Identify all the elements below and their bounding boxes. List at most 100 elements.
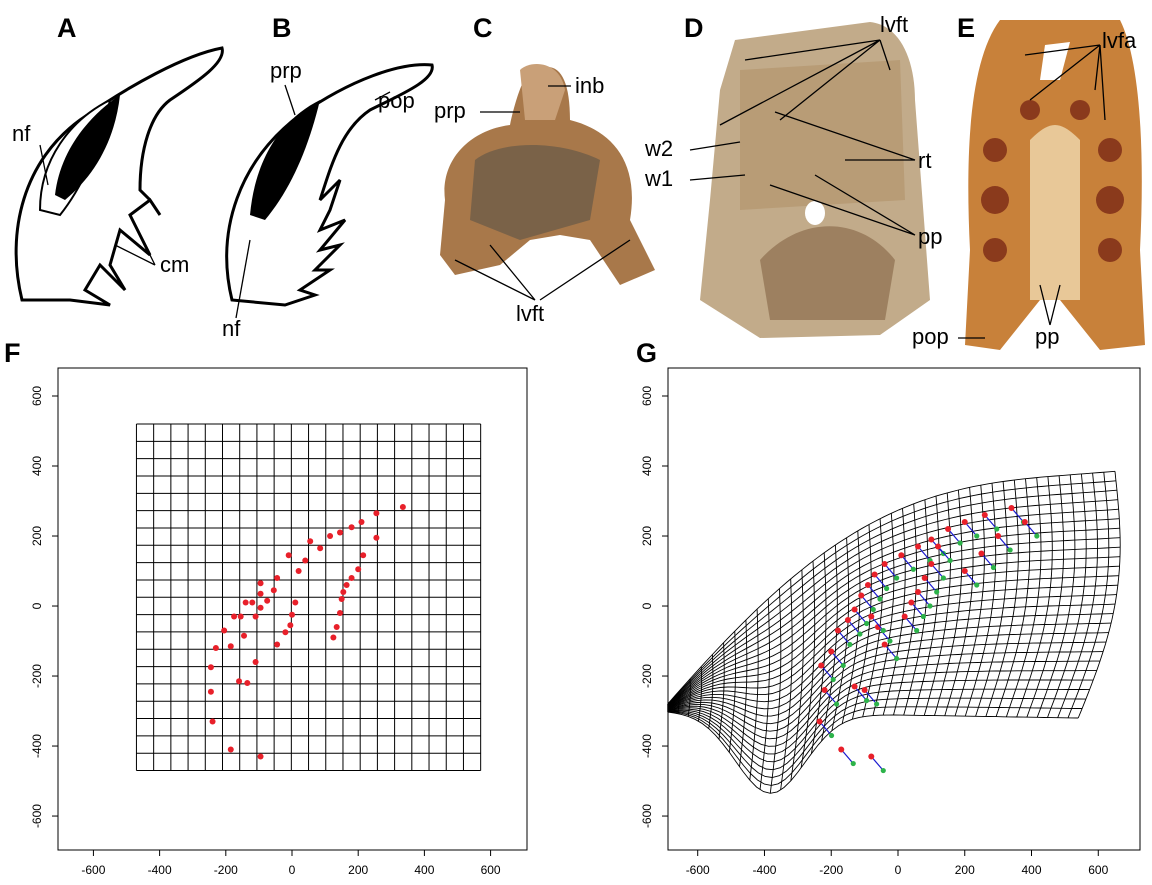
y-tick-label: 200 bbox=[640, 526, 654, 546]
point bbox=[295, 568, 302, 575]
deformation-grid bbox=[841, 530, 861, 724]
point bbox=[945, 526, 952, 533]
point bbox=[816, 718, 823, 725]
deformation-grid bbox=[667, 489, 1117, 706]
displacement-arrow bbox=[837, 630, 851, 645]
displacement-arrow bbox=[864, 689, 878, 705]
point bbox=[399, 503, 406, 510]
target-point bbox=[940, 575, 946, 581]
point bbox=[287, 622, 294, 629]
target-point bbox=[1034, 533, 1040, 539]
displacement-arrow bbox=[840, 749, 854, 764]
point bbox=[1008, 505, 1015, 512]
point bbox=[257, 580, 264, 587]
plot-frame bbox=[57, 367, 528, 851]
target-point bbox=[840, 662, 846, 669]
x-tick-label: -200 bbox=[819, 863, 843, 877]
target-point bbox=[927, 603, 933, 609]
target-point bbox=[990, 564, 997, 571]
target-point bbox=[863, 697, 870, 704]
point bbox=[898, 552, 905, 559]
y-tick-label: -200 bbox=[30, 664, 44, 688]
target-point bbox=[1007, 547, 1013, 553]
target-point bbox=[934, 589, 940, 595]
y-tick-label: 0 bbox=[640, 602, 654, 609]
point bbox=[336, 529, 343, 536]
displacement-arrow bbox=[860, 595, 874, 610]
x-tick-label: -600 bbox=[686, 863, 710, 877]
annotation: pop bbox=[912, 324, 949, 349]
point bbox=[1021, 519, 1028, 526]
deformation-grid bbox=[667, 575, 1119, 708]
annotation: lvft bbox=[516, 301, 544, 326]
point bbox=[212, 645, 219, 652]
point bbox=[257, 590, 264, 597]
point bbox=[227, 746, 234, 753]
point bbox=[257, 604, 264, 611]
displacement-arrow bbox=[924, 577, 938, 593]
displacement-arrow bbox=[854, 609, 868, 624]
deformation-grid bbox=[667, 660, 1100, 747]
point bbox=[237, 613, 244, 620]
displacement-arrow bbox=[884, 563, 898, 579]
target-point bbox=[910, 566, 916, 572]
deformation-grid bbox=[667, 697, 1086, 778]
point bbox=[915, 589, 922, 596]
point bbox=[242, 599, 249, 606]
point bbox=[861, 687, 868, 694]
deformation-grid bbox=[667, 613, 1114, 710]
x-tick-label: -400 bbox=[148, 863, 172, 877]
point bbox=[231, 613, 238, 620]
point bbox=[257, 753, 264, 760]
displacement-arrow bbox=[910, 602, 924, 617]
displacement-arrow bbox=[854, 686, 868, 701]
displacement-arrow bbox=[997, 535, 1011, 551]
photo-d bbox=[700, 22, 930, 338]
displacement-arrow bbox=[884, 644, 898, 659]
point bbox=[838, 746, 845, 753]
deformation-grid bbox=[667, 670, 1097, 755]
point bbox=[881, 641, 888, 648]
target-point bbox=[974, 533, 980, 539]
panel-label: A bbox=[57, 13, 77, 43]
annotation: w2 bbox=[644, 136, 673, 161]
point bbox=[338, 596, 345, 603]
target-point bbox=[994, 526, 1000, 532]
target-point bbox=[870, 606, 876, 613]
deformation-grid bbox=[667, 537, 1121, 707]
point bbox=[908, 599, 915, 606]
deformation-grid bbox=[667, 679, 1094, 763]
y-tick-label: 600 bbox=[30, 386, 44, 406]
x-tick-label: 600 bbox=[1088, 863, 1108, 877]
point bbox=[901, 613, 908, 620]
deformation-grid bbox=[667, 603, 1116, 709]
deformation-grid bbox=[667, 594, 1117, 709]
target-point bbox=[857, 631, 863, 637]
point bbox=[844, 617, 851, 624]
annotation: pp bbox=[918, 224, 942, 249]
panel-label: B bbox=[272, 13, 292, 43]
y-tick-label: -600 bbox=[30, 804, 44, 828]
point bbox=[961, 568, 968, 575]
annotation: w1 bbox=[644, 166, 673, 191]
panel-label: G bbox=[636, 338, 657, 368]
point bbox=[340, 589, 347, 596]
x-tick-label: 400 bbox=[414, 863, 434, 877]
target-point bbox=[880, 767, 886, 774]
x-tick-label: 0 bbox=[289, 863, 296, 877]
deformation-grid bbox=[667, 527, 1120, 707]
annotation: cm bbox=[160, 252, 189, 277]
y-tick-label: 400 bbox=[640, 456, 654, 476]
annotation: prp bbox=[270, 58, 302, 83]
leader-lines bbox=[39, 39, 1106, 339]
point bbox=[236, 678, 243, 685]
drawing-b bbox=[225, 63, 434, 307]
point bbox=[270, 587, 277, 594]
point bbox=[327, 533, 334, 540]
point bbox=[244, 680, 251, 687]
point bbox=[995, 533, 1002, 540]
displacement-arrow bbox=[824, 689, 838, 705]
target-point bbox=[894, 575, 900, 581]
annotation: lvfa bbox=[1102, 28, 1137, 53]
deformation-grid bbox=[667, 706, 1083, 786]
